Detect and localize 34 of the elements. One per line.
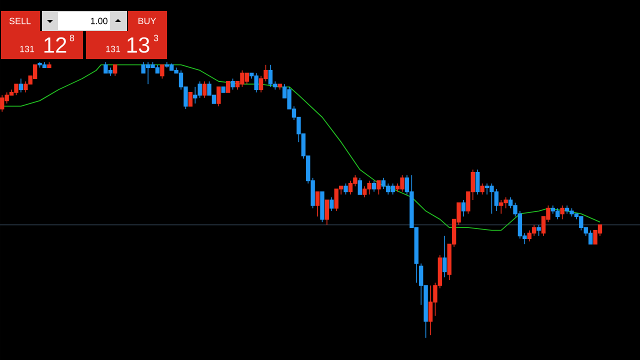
candlestick <box>480 183 484 195</box>
candlestick <box>47 62 52 68</box>
candlestick <box>202 80 207 98</box>
candlestick <box>330 196 334 212</box>
candlestick <box>475 169 480 195</box>
text: BUY <box>138 18 156 24</box>
candlestick <box>160 64 164 80</box>
candlestick <box>461 200 466 217</box>
candlestick <box>18 78 24 93</box>
candlestick <box>588 230 593 245</box>
candlestick <box>320 191 324 222</box>
candlestick <box>536 224 541 236</box>
candlestick <box>226 80 230 93</box>
candlestick <box>216 86 221 107</box>
candlestick <box>560 205 564 220</box>
text: 3 <box>154 34 158 42</box>
candlestick <box>113 64 118 76</box>
candlestick <box>358 178 362 195</box>
text: 1.00 <box>90 18 108 24</box>
candlestick <box>376 180 381 195</box>
text: 131 <box>20 46 34 52</box>
text: 8 <box>70 34 74 42</box>
candlestick <box>442 235 447 278</box>
text: 12 <box>44 37 66 53</box>
text: 13 <box>127 37 150 53</box>
candlestick <box>344 183 348 195</box>
text: 131 <box>106 46 120 52</box>
candlestick <box>315 191 320 217</box>
text: SELL <box>9 18 31 24</box>
candlestick <box>278 84 282 90</box>
candlestick <box>324 200 330 226</box>
candlestick <box>221 86 226 93</box>
candlestick <box>230 78 235 90</box>
candlestick <box>372 180 376 192</box>
